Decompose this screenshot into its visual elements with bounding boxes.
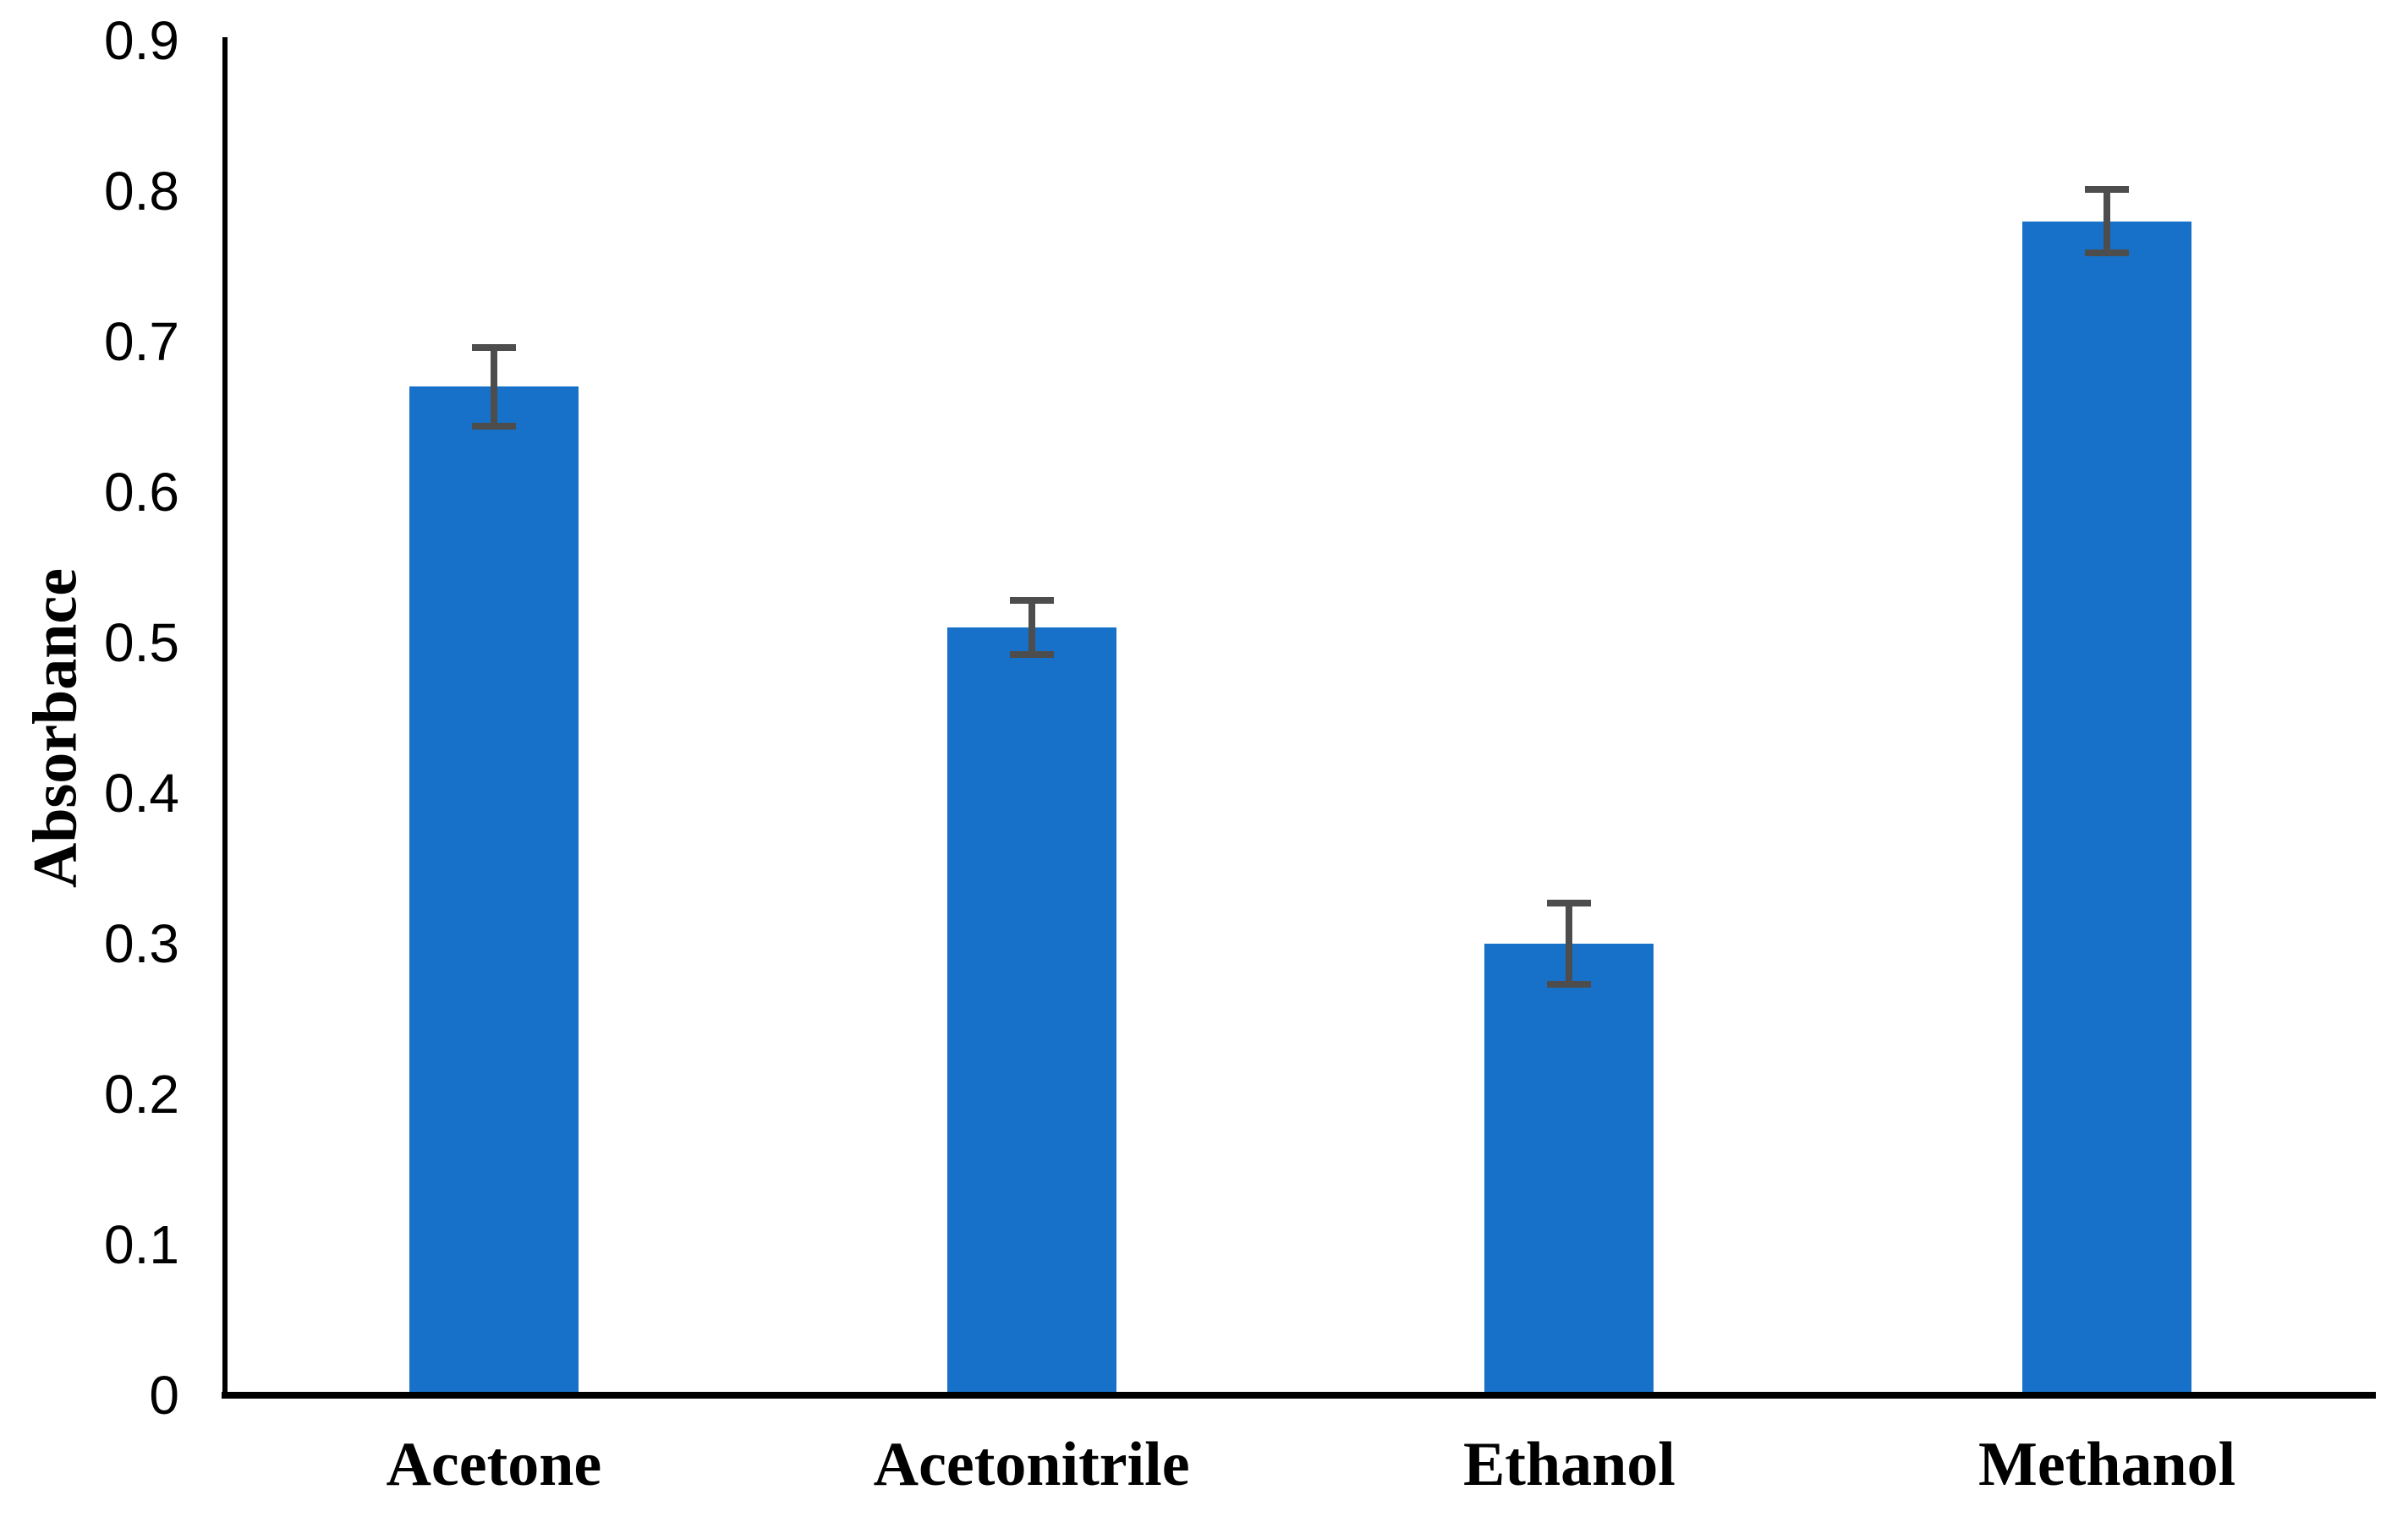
bar-acetonitrile: [946, 627, 1116, 1395]
bar-methanol: [2022, 221, 2192, 1395]
y-tick-label: 0.1: [104, 1214, 179, 1275]
error-bar-line-acetone: [490, 348, 497, 426]
bar-acetone: [409, 386, 579, 1395]
error-bar-cap-top-ethanol: [1547, 899, 1592, 906]
error-bar-cap-top-acetonitrile: [1009, 597, 1054, 605]
x-axis-line: [222, 1392, 2376, 1399]
error-bar-cap-bottom-ethanol: [1547, 981, 1592, 989]
y-tick-label: 0: [149, 1365, 179, 1426]
y-tick-label: 0.3: [104, 913, 179, 974]
y-axis-line: [222, 37, 228, 1399]
y-tick-label: 0.5: [104, 612, 179, 673]
x-category-label-ethanol: Ethanol: [1462, 1430, 1676, 1499]
error-bar-cap-top-acetone: [471, 344, 516, 352]
y-tick-label: 0.6: [104, 462, 179, 523]
y-tick-label: 0.9: [104, 10, 179, 71]
y-tick-label: 0.8: [104, 161, 179, 222]
y-tick-label: 0.4: [104, 763, 179, 824]
error-bar-cap-bottom-acetone: [471, 422, 516, 430]
bar-ethanol: [1484, 944, 1654, 1395]
error-bar-line-methanol: [2104, 189, 2111, 253]
y-tick-label: 0.2: [104, 1064, 179, 1125]
x-category-label-acetonitrile: Acetonitrile: [873, 1430, 1190, 1499]
y-tick-label: 0.7: [104, 311, 179, 372]
error-bar-cap-bottom-acetonitrile: [1009, 651, 1054, 659]
error-bar-line-ethanol: [1566, 902, 1573, 985]
x-category-label-acetone: Acetone: [386, 1430, 602, 1499]
error-bar-cap-top-methanol: [2085, 186, 2130, 194]
error-bar-cap-bottom-methanol: [2085, 249, 2130, 256]
x-category-label-methanol: Methanol: [1978, 1430, 2236, 1499]
error-bar-line-acetonitrile: [1028, 600, 1035, 655]
